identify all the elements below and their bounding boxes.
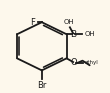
Text: Br: Br [37, 81, 47, 90]
Text: O: O [71, 58, 78, 67]
Text: B: B [70, 30, 76, 39]
Text: ethyl: ethyl [85, 60, 98, 65]
Text: OH: OH [84, 31, 95, 37]
Text: OH: OH [63, 19, 74, 25]
Text: F: F [30, 18, 35, 27]
